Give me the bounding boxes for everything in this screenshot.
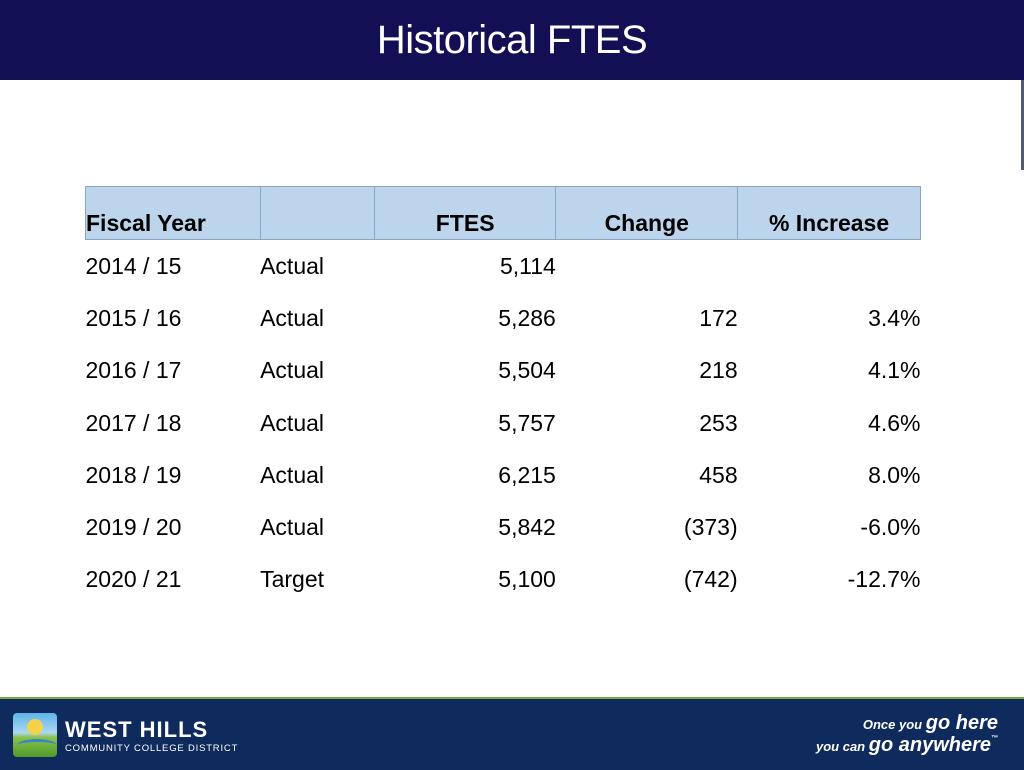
header-fiscal-year: Fiscal Year (85, 186, 261, 240)
header-type (259, 186, 375, 240)
logo-subtitle: COMMUNITY COLLEGE DISTRICT (65, 743, 239, 754)
cell-pct: 3.4% (868, 304, 921, 331)
cell-change: 253 (699, 409, 738, 436)
sun-icon (27, 719, 43, 735)
trademark-symbol: ™ (991, 735, 998, 742)
cell-type: Actual (260, 409, 325, 436)
cell-ftes: 6,215 (498, 461, 556, 488)
tagline-go-here: go here (925, 712, 998, 734)
cell-year: 2015 / 16 (85, 304, 182, 331)
cell-ftes: 5,286 (498, 304, 556, 331)
title-bar: Historical FTES (0, 0, 1024, 80)
header-change: Change (555, 186, 738, 240)
cell-year: 2016 / 17 (85, 357, 182, 384)
table-row: 2017 / 18 Actual 5,757 253 4.6% (86, 397, 921, 449)
cell-ftes: 5,757 (498, 409, 556, 436)
cell-year: 2019 / 20 (85, 514, 182, 541)
table-row: 2015 / 16 Actual 5,286 172 3.4% (86, 292, 921, 344)
cell-change (556, 240, 738, 293)
cell-year: 2017 / 18 (85, 409, 182, 436)
road-icon (17, 739, 57, 752)
table-row: 2014 / 15 Actual 5,114 (86, 240, 921, 293)
cell-pct: -6.0% (860, 514, 921, 541)
cell-type: Actual (260, 357, 325, 384)
cell-pct: -12.7% (847, 566, 921, 593)
tagline-go-anywhere: go anywhere (868, 734, 991, 756)
cell-type: Target (260, 566, 325, 593)
cell-type: Actual (260, 252, 325, 279)
cell-year: 2014 / 15 (85, 252, 182, 279)
table-row: 2016 / 17 Actual 5,504 218 4.1% (86, 345, 921, 397)
ftes-table: Fiscal Year FTES Change % Increase 2014 … (85, 186, 921, 606)
cell-change: 218 (699, 357, 738, 384)
cell-ftes: 5,504 (498, 357, 556, 384)
footer-bar: WEST HILLS COMMUNITY COLLEGE DISTRICT On… (0, 697, 1024, 770)
tagline-pre-1: Once you (862, 717, 923, 732)
cell-change: 172 (699, 304, 738, 331)
west-hills-logo-icon (13, 713, 57, 757)
tagline-line-1: Once you go here (816, 713, 998, 733)
cell-type: Actual (260, 514, 325, 541)
cell-change: (742) (683, 566, 738, 593)
edge-line (1021, 80, 1024, 170)
table-row: 2018 / 19 Actual 6,215 458 8.0% (86, 449, 921, 501)
cell-ftes: 5,100 (498, 566, 556, 593)
cell-ftes: 5,842 (498, 514, 556, 541)
table-row: 2019 / 20 Actual 5,842 (373) -6.0% (86, 501, 921, 553)
logo-name: WEST HILLS (65, 717, 209, 742)
cell-pct: 8.0% (868, 461, 921, 488)
cell-change: 458 (699, 461, 738, 488)
cell-type: Actual (260, 461, 325, 488)
header-ftes: FTES (373, 186, 556, 240)
cell-year: 2020 / 21 (85, 566, 182, 593)
cell-change: (373) (683, 514, 738, 541)
cell-pct: 4.6% (868, 409, 921, 436)
cell-pct: 4.1% (868, 357, 921, 384)
table-row: 2020 / 21 Target 5,100 (742) -12.7% (86, 554, 921, 606)
header-pct-increase: % Increase (737, 186, 921, 240)
cell-year: 2018 / 19 (85, 461, 182, 488)
cell-ftes: 5,114 (500, 252, 556, 279)
tagline-pre-2: you can (815, 739, 866, 754)
cell-pct (738, 240, 921, 293)
tagline: Once you go here you can go anywhere™ (816, 713, 998, 755)
tagline-line-2: you can go anywhere™ (816, 735, 998, 755)
page-title: Historical FTES (376, 17, 648, 62)
table-header-row: Fiscal Year FTES Change % Increase (85, 186, 921, 240)
cell-type: Actual (260, 304, 325, 331)
